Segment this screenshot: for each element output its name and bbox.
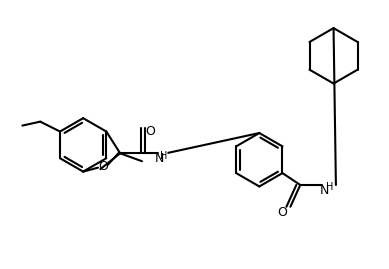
Text: O: O <box>145 125 155 137</box>
Text: H: H <box>326 182 334 192</box>
Text: N: N <box>319 185 329 197</box>
Text: N: N <box>155 152 164 165</box>
Text: H: H <box>159 151 167 161</box>
Text: O: O <box>98 160 108 173</box>
Text: O: O <box>277 206 287 219</box>
